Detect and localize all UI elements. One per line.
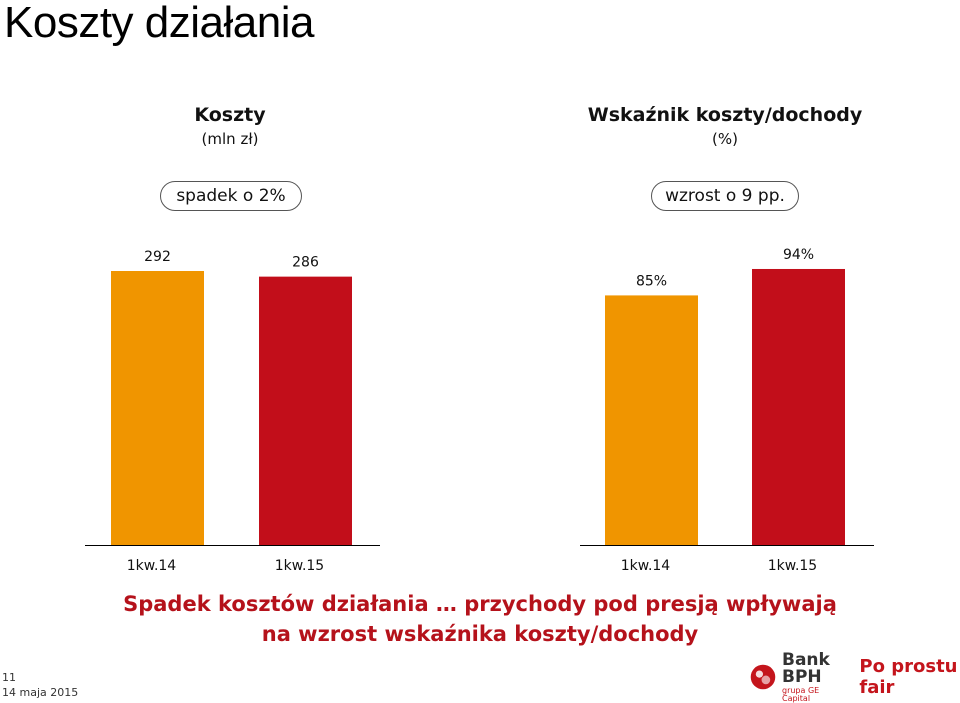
slide-date: 14 maja 2015 [2, 686, 79, 699]
bar-1kw.14 [111, 271, 204, 545]
costs-chart-title: Koszty [194, 104, 266, 126]
bar-1kw.15 [752, 268, 845, 545]
bar-1kw.15 [259, 276, 352, 545]
category-label: 1kw.15 [275, 558, 324, 574]
category-label: 1kw.14 [127, 558, 177, 574]
bank-name: Bank BPH [781, 649, 830, 687]
data-label: 292 [144, 249, 171, 265]
category-label: 1kw.15 [768, 558, 817, 574]
ratio-chart-unit: (%) [712, 130, 738, 148]
ratio-change-badge: wzrost o 9 pp. [651, 181, 799, 211]
bar-1kw.14 [605, 295, 698, 545]
data-label: 94% [783, 247, 814, 263]
slogan: Po prostu fair [859, 656, 958, 698]
headline-line-2: na wzrost wskaźnika koszty/dochody [261, 622, 699, 646]
bank-logo: Bank BPH grupa GE Capital Po prostu fair [750, 651, 960, 702]
charts-svg: 292 1kw.14 286 1kw.15 85% 1kw.14 94% 1kw.15 [85, 247, 874, 574]
costs-change-badge: spadek o 2% [160, 181, 302, 211]
bank-group: grupa GE Capital [781, 685, 820, 703]
data-label: 85% [636, 273, 667, 289]
costs-chart-unit: (mln zł) [201, 130, 259, 148]
ratio-chart-header: Wskaźnik koszty/dochody (%) [575, 104, 875, 148]
costs-chart: 292 1kw.14 286 1kw.15 [85, 249, 380, 574]
headline-line-1: Spadek kosztów działania … przychody pod… [123, 592, 837, 616]
ratio-chart: 85% 1kw.14 94% 1kw.15 [580, 247, 874, 574]
data-label: 286 [292, 255, 319, 271]
bank-logo-icon [750, 664, 776, 690]
costs-chart-header: Koszty (mln zł) [150, 104, 310, 148]
page-title: Koszty działania [4, 0, 314, 47]
slide-number: 11 [2, 671, 16, 684]
category-label: 1kw.14 [621, 558, 671, 574]
ratio-chart-title: Wskaźnik koszty/dochody [587, 104, 863, 126]
